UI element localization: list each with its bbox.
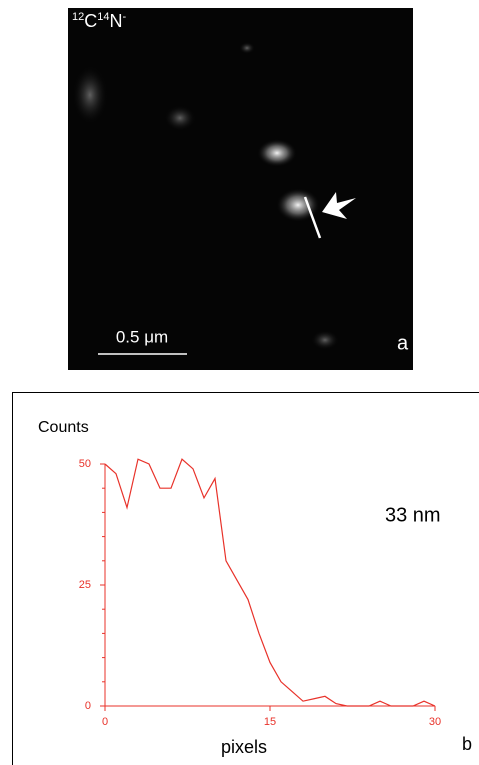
figure: 12C14N- 0.5 μm a Counts pixels 33 nm b 0…: [0, 0, 479, 765]
ion-image: [68, 8, 413, 370]
blob: [164, 105, 196, 131]
x-axis-label: pixels: [221, 737, 267, 757]
panel-label: b: [462, 734, 472, 754]
x-tick-label: 0: [102, 716, 108, 728]
y-tick-label: 0: [85, 700, 91, 712]
blob: [311, 330, 339, 350]
blob: [257, 139, 297, 167]
y-tick-label: 50: [79, 458, 91, 470]
annotation: 33 nm: [385, 504, 441, 526]
scale-bar-label: 0.5 μm: [116, 327, 168, 346]
y-tick-label: 25: [79, 579, 91, 591]
y-axis-label: Counts: [38, 419, 89, 436]
x-tick-label: 15: [264, 716, 276, 728]
blob: [239, 42, 255, 54]
x-tick-label: 30: [429, 716, 441, 728]
plot: 0 25 50 0 15 30: [79, 458, 441, 728]
blob: [72, 65, 108, 125]
data-line: [105, 459, 435, 706]
panel-label: a: [397, 332, 409, 354]
